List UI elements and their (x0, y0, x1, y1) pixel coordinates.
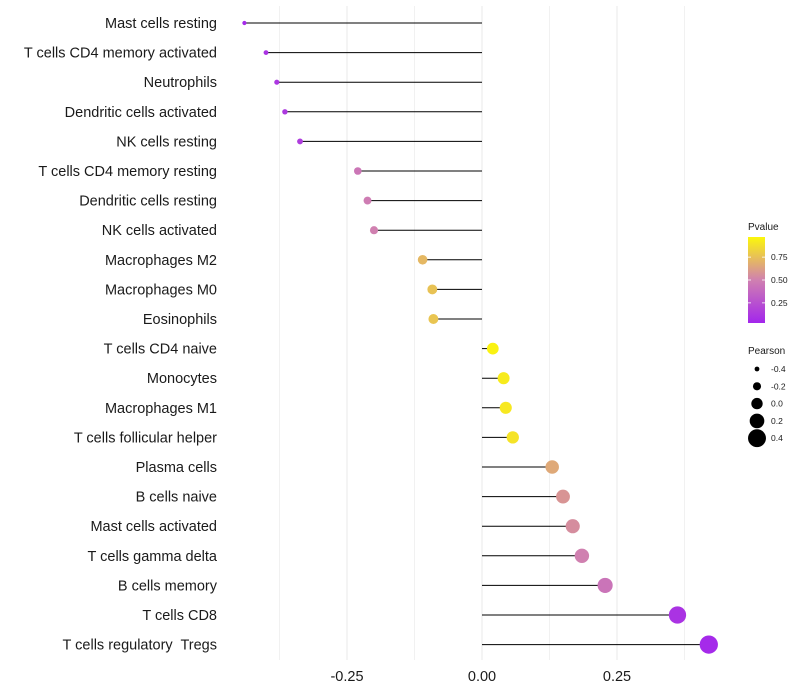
y-tick-label: Dendritic cells resting (79, 194, 217, 210)
pearson-legend-label: 0.2 (771, 416, 783, 426)
x-tick-label: -0.25 (330, 669, 363, 685)
x-tick-label: 0.00 (468, 669, 496, 685)
data-point (242, 20, 247, 26)
data-point (274, 79, 280, 85)
y-tick-label: Macrophages M1 (105, 401, 217, 417)
y-tick-label: B cells naive (136, 490, 217, 506)
y-tick-label: Monocytes (147, 371, 217, 387)
y-tick-label: Eosinophils (143, 312, 217, 328)
data-point (499, 401, 512, 414)
pvalue-legend-label: 0.50 (771, 275, 788, 285)
pearson-legend-key (752, 382, 762, 391)
y-tick-label: T cells CD4 naive (104, 342, 217, 358)
y-tick-label: T cells follicular helper (74, 430, 217, 446)
data-point (417, 255, 428, 265)
data-point (699, 635, 718, 654)
y-tick-label: Dendritic cells activated (65, 105, 217, 121)
y-tick-label: T cells gamma delta (88, 549, 218, 565)
y-tick-label: Macrophages M0 (105, 282, 217, 298)
data-point (427, 284, 438, 295)
data-point (506, 431, 519, 444)
y-tick-label: Mast cells resting (105, 16, 217, 32)
data-point (545, 460, 559, 474)
y-tick-label: Mast cells activated (90, 519, 217, 535)
y-tick-label: Neutrophils (144, 75, 217, 91)
data-point (297, 138, 303, 145)
data-point (556, 489, 570, 504)
y-tick-label: NK cells activated (102, 223, 217, 239)
y-tick-label: T cells regulatory Tregs (63, 638, 217, 654)
pearson-legend-key (748, 429, 766, 448)
lollipop-stems (244, 22, 709, 646)
data-point (565, 519, 580, 534)
data-point (282, 109, 288, 115)
y-tick-label: Plasma cells (136, 460, 217, 476)
y-tick-label: T cells CD4 memory resting (38, 164, 217, 180)
pvalue-legend-label: 0.75 (771, 252, 788, 262)
pvalue-legend-title: Pvalue (748, 222, 779, 233)
data-point (428, 314, 439, 324)
pvalue-colorbar (748, 237, 765, 323)
data-point (369, 226, 379, 235)
data-point (497, 372, 510, 385)
pearson-legend: Pearson -0.4 -0.2 0.0 0.2 0.4 (748, 346, 786, 448)
pearson-legend-title: Pearson (748, 346, 785, 357)
y-axis-labels: Mast cells resting T cells CD4 memory act… (24, 16, 218, 654)
pearson-legend-label: 0.4 (771, 433, 783, 443)
y-tick-label: NK cells resting (116, 134, 217, 150)
pearson-legend-key (749, 413, 765, 429)
x-tick-label: 0.25 (603, 669, 631, 685)
pvalue-legend: Pvalue 0.75 0.50 0.25 (748, 222, 788, 323)
pvalue-legend-label: 0.25 (771, 298, 788, 308)
pearson-legend-key (751, 397, 763, 410)
pearson-legend-label: 0.0 (771, 399, 783, 409)
data-point (353, 167, 362, 175)
data-point (574, 548, 590, 564)
grid-lines (279, 6, 685, 660)
y-tick-label: B cells memory (118, 578, 218, 594)
y-tick-label: Macrophages M2 (105, 253, 217, 269)
data-point (486, 342, 499, 355)
y-tick-label: T cells CD4 memory activated (24, 46, 217, 62)
lollipop-points (242, 20, 718, 654)
pearson-legend-key (754, 366, 760, 372)
pearson-legend-label: -0.2 (771, 381, 786, 391)
data-point (263, 50, 269, 56)
pearson-legend-label: -0.4 (771, 364, 786, 374)
data-point (597, 577, 613, 593)
data-point (363, 196, 372, 205)
x-axis-labels: -0.25 0.00 0.25 (330, 669, 631, 685)
data-point (668, 606, 687, 624)
y-tick-label: T cells CD8 (142, 608, 217, 624)
